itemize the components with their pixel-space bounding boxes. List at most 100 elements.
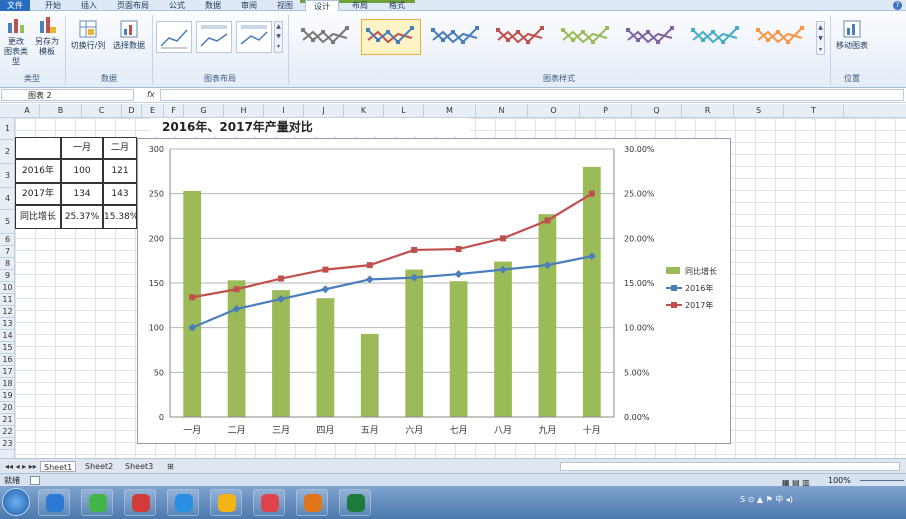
column-header[interactable]: C (82, 104, 122, 118)
table-cell[interactable]: 121 (103, 159, 137, 183)
taskbar-app-icon[interactable] (167, 489, 199, 516)
row-header[interactable]: 21 (0, 414, 15, 426)
taskbar-app-icon[interactable] (81, 489, 113, 516)
bar[interactable] (316, 298, 335, 417)
bar[interactable] (582, 166, 601, 417)
line-point[interactable] (277, 295, 285, 304)
chart-style-2[interactable] (361, 19, 421, 55)
insert-sheet-icon[interactable]: ⊞ (167, 462, 174, 471)
column-header[interactable]: A (15, 104, 40, 118)
row-header[interactable]: 17 (0, 366, 15, 378)
row-header[interactable]: 2 (0, 140, 15, 164)
row-header[interactable]: 5 (0, 210, 15, 234)
table-cell[interactable]: 同比增长 (15, 205, 61, 229)
line-point[interactable] (366, 262, 373, 269)
column-header[interactable]: D (122, 104, 142, 118)
save-as-template-button[interactable]: 另存为 模板 (33, 15, 61, 57)
row-header[interactable]: 19 (0, 390, 15, 402)
switch-row-column-button[interactable]: 切换行/列 (68, 19, 108, 51)
bar[interactable] (494, 261, 512, 417)
change-chart-type-button[interactable]: 更改 图表类型 (2, 15, 30, 67)
row-header[interactable]: 1 (0, 118, 15, 140)
column-header[interactable]: M (424, 104, 476, 118)
table-cell[interactable]: 100 (61, 159, 103, 183)
view-buttons[interactable]: ▦ ▤ ▥ (782, 478, 810, 487)
horizontal-scrollbar[interactable] (560, 462, 900, 471)
tab-file[interactable]: 文件 (0, 0, 30, 11)
chart-title[interactable]: 2016年、2017年产量对比 (150, 118, 470, 136)
line-point[interactable] (544, 217, 551, 224)
tab-layout[interactable]: 布局 (352, 1, 368, 10)
sheet-tab-1[interactable]: Sheet1 (40, 461, 77, 472)
fx-icon[interactable]: fx (147, 90, 155, 99)
chart-style-3[interactable] (426, 19, 486, 55)
row-header[interactable]: 18 (0, 378, 15, 390)
row-header[interactable]: 20 (0, 402, 15, 414)
line-point[interactable] (410, 273, 419, 282)
column-header[interactable]: G (184, 104, 224, 118)
column-header[interactable]: B (40, 104, 82, 118)
column-header[interactable]: E (142, 104, 164, 118)
column-header[interactable]: J (304, 104, 344, 118)
zoom-slider[interactable] (860, 480, 904, 481)
tab-format[interactable]: 格式 (389, 1, 405, 10)
tab-review[interactable]: 审阅 (241, 1, 257, 10)
chart-layout-1[interactable] (156, 21, 192, 53)
table-cell[interactable]: 143 (103, 183, 137, 205)
row-header[interactable]: 14 (0, 330, 15, 342)
row-header[interactable]: 4 (0, 188, 15, 210)
taskbar-app-icon[interactable] (253, 489, 285, 516)
line-point[interactable] (321, 285, 330, 294)
tab-data[interactable]: 数据 (205, 1, 221, 10)
taskbar-app-icon[interactable] (296, 489, 328, 516)
column-header[interactable]: H (224, 104, 264, 118)
tab-page-layout[interactable]: 页面布局 (117, 1, 149, 10)
bar[interactable] (272, 290, 290, 417)
table-cell[interactable]: 15.38% (103, 205, 138, 229)
name-box[interactable]: 图表 2 (1, 89, 134, 101)
column-header[interactable]: N (476, 104, 528, 118)
tab-insert[interactable]: 插入 (81, 1, 97, 10)
bar[interactable] (360, 333, 379, 417)
column-header[interactable]: R (682, 104, 734, 118)
column-header[interactable]: I (264, 104, 304, 118)
row-header[interactable]: 16 (0, 354, 15, 366)
start-button[interactable] (2, 488, 30, 516)
macro-record-icon[interactable] (30, 476, 40, 485)
column-header[interactable]: L (384, 104, 424, 118)
row-header[interactable]: 22 (0, 426, 15, 438)
table-cell[interactable]: 一月 (61, 137, 103, 159)
table-cell[interactable] (15, 137, 61, 159)
layout-gallery-scroll[interactable]: ▲ ▼ ▾ (274, 21, 283, 53)
chart-style-1[interactable] (296, 19, 356, 55)
system-tray[interactable]: S ⊙ ▲ ⚑ 中 ◂) (740, 495, 793, 504)
bar[interactable] (405, 269, 424, 417)
chart-style-4[interactable] (491, 19, 551, 55)
sheet-tab-3[interactable]: Sheet3 (125, 462, 154, 471)
style-gallery-scroll[interactable]: ▲ ▼ ▾ (816, 21, 825, 55)
series-line[interactable] (191, 255, 593, 329)
line-point[interactable] (322, 266, 329, 273)
line-point[interactable] (365, 275, 374, 284)
row-header[interactable]: 12 (0, 306, 15, 318)
bar[interactable] (538, 214, 557, 417)
chart-style-8[interactable] (751, 19, 811, 55)
chart-style-6[interactable] (621, 19, 681, 55)
table-cell[interactable]: 2016年 (15, 159, 61, 183)
line-point[interactable] (278, 275, 284, 282)
column-header[interactable]: S (734, 104, 784, 118)
row-header[interactable]: 10 (0, 282, 15, 294)
row-header[interactable]: 23 (0, 438, 15, 450)
row-header[interactable]: 7 (0, 246, 15, 258)
help-icon[interactable]: ? (893, 1, 902, 10)
sheet-nav-icon[interactable]: ◂◂ ◂ ▸ ▸▸ (5, 462, 37, 471)
tab-view[interactable]: 视图 (277, 1, 293, 10)
series-line[interactable] (192, 192, 593, 299)
column-header[interactable]: P (580, 104, 632, 118)
chart-style-7[interactable] (686, 19, 746, 55)
tab-design[interactable]: 设计 (305, 0, 339, 11)
table-cell[interactable]: 25.37% (61, 205, 103, 229)
sheet-tab-2[interactable]: Sheet2 (85, 462, 114, 471)
column-header[interactable]: T (784, 104, 844, 118)
line-point[interactable] (411, 246, 418, 253)
